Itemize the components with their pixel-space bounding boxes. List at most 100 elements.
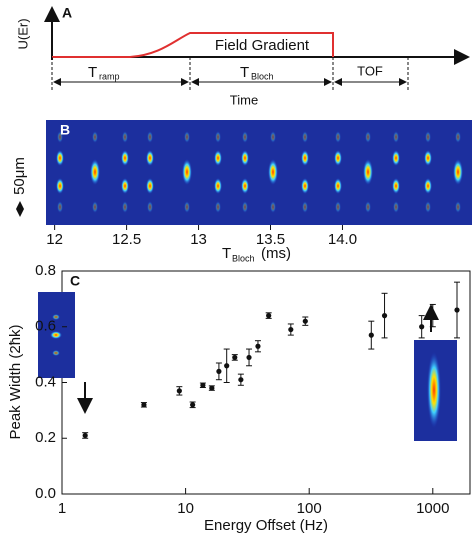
phase-label-sub: ramp xyxy=(99,71,120,81)
atom-cloud xyxy=(90,159,100,185)
x-tick-label: 100 xyxy=(297,500,322,517)
image-background xyxy=(46,120,472,225)
data-point xyxy=(232,354,238,361)
atom-cloud-faint xyxy=(365,131,371,143)
atom-cloud-faint xyxy=(425,201,431,213)
atom-cloud xyxy=(146,178,154,194)
scale-label: 50μm xyxy=(11,157,28,195)
phase-label: T xyxy=(240,64,249,81)
atom-cloud xyxy=(214,178,222,194)
y-tick-label: 0.0 xyxy=(35,485,56,502)
x-tick-label: 14.0 xyxy=(328,231,357,248)
atom-cloud-faint xyxy=(215,131,221,143)
x-tick-label: 12.5 xyxy=(112,231,141,248)
atom-cloud xyxy=(56,178,64,194)
atom-cloud-faint xyxy=(57,131,63,143)
atom-cloud-faint xyxy=(270,201,276,213)
data-point xyxy=(176,388,182,394)
x-axis-label: T xyxy=(222,245,231,262)
x-axis-label: Energy Offset (Hz) xyxy=(204,517,328,533)
data-point xyxy=(82,432,88,439)
atom-cloud-faint xyxy=(393,201,399,213)
y-tick-label: 0.8 xyxy=(35,262,56,279)
x-tick-label: 13 xyxy=(190,231,207,248)
atom-cloud-faint xyxy=(365,201,371,213)
atom-cloud xyxy=(301,150,309,166)
atom-cloud-faint xyxy=(92,131,98,143)
data-point xyxy=(368,332,374,338)
atom-cloud-faint xyxy=(393,131,399,143)
atom-cloud-faint xyxy=(147,131,153,143)
x-axis-label-sub: Bloch xyxy=(232,253,255,263)
atom-cloud-faint xyxy=(92,201,98,213)
atom-cloud-faint xyxy=(147,201,153,213)
x-tick-label: 1 xyxy=(58,500,66,517)
atom-cloud xyxy=(121,178,129,194)
atom-cloud xyxy=(182,159,192,185)
atom-cloud-faint xyxy=(302,201,308,213)
atom-cloud-faint xyxy=(242,201,248,213)
plot-frame xyxy=(61,270,471,495)
data-point xyxy=(302,318,308,324)
atom-cloud xyxy=(56,150,64,166)
atom-cloud-faint xyxy=(122,131,128,143)
potential-curve xyxy=(52,32,334,58)
atom-cloud xyxy=(121,150,129,166)
data-point xyxy=(288,326,294,333)
atom-cloud xyxy=(214,150,222,166)
atom-cloud xyxy=(241,178,249,194)
atom-cloud xyxy=(424,150,432,166)
data-point xyxy=(246,354,252,361)
atom-cloud-faint xyxy=(184,201,190,213)
atom-cloud-faint xyxy=(122,201,128,213)
atom-cloud-faint xyxy=(335,131,341,143)
phase-dividers xyxy=(51,57,409,92)
atom-cloud-faint xyxy=(425,131,431,143)
panel-label: C xyxy=(70,273,80,289)
atom-cloud xyxy=(424,178,432,194)
atom-cloud xyxy=(334,178,342,194)
phase-label: TOF xyxy=(357,63,383,78)
x-tick-label: 1000 xyxy=(416,500,449,517)
atom-cloud-faint xyxy=(335,201,341,213)
x-tick-label: 12 xyxy=(46,231,63,248)
atom-cloud-faint xyxy=(242,131,248,143)
x-axis-unit: (ms) xyxy=(261,245,291,262)
atom-cloud xyxy=(301,178,309,194)
atom-cloud xyxy=(268,159,278,185)
data-point xyxy=(454,307,460,313)
data-point xyxy=(141,402,147,408)
data-point xyxy=(430,313,436,319)
data-point xyxy=(216,368,222,374)
data-point xyxy=(238,377,244,383)
data-point xyxy=(255,343,261,349)
atom-cloud xyxy=(241,150,249,166)
panel-label: A xyxy=(62,5,72,21)
atom-cloud xyxy=(392,150,400,166)
atom-cloud-faint xyxy=(184,131,190,143)
phase-label-sub: Bloch xyxy=(251,71,274,81)
panel-b xyxy=(46,120,472,225)
y-tick-label: 0.2 xyxy=(35,429,56,446)
data-point xyxy=(190,402,196,408)
atom-cloud-faint xyxy=(215,201,221,213)
data-point xyxy=(266,313,272,319)
box-label: Field Gradient xyxy=(215,37,310,54)
phase-label: T xyxy=(88,64,97,81)
data-point xyxy=(419,324,425,330)
data-point xyxy=(200,382,206,388)
atom-cloud-faint xyxy=(270,131,276,143)
y-axis-label: U(Er) xyxy=(15,18,30,49)
y-tick-label: 0.6 xyxy=(35,318,56,335)
x-tick-label: 10 xyxy=(177,500,194,517)
atom-cloud-faint xyxy=(455,131,461,143)
panel-label: B xyxy=(60,122,70,138)
y-axis-label: Peak Width (2ħk) xyxy=(7,324,24,439)
atom-cloud-faint xyxy=(302,131,308,143)
y-tick-label: 0.4 xyxy=(35,373,56,390)
data-point xyxy=(224,363,230,369)
x-axis-label: Time xyxy=(230,92,258,107)
inset-left xyxy=(38,292,93,414)
atom-cloud-faint xyxy=(57,201,63,213)
